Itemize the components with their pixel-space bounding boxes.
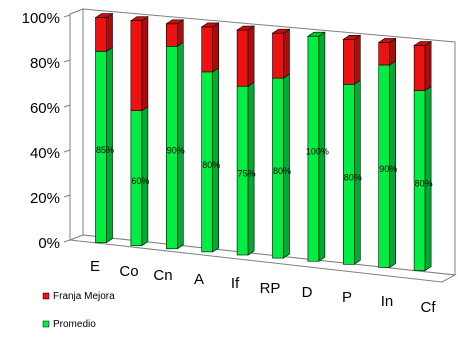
x-tick-label: Cn xyxy=(153,267,172,284)
y-tick-mark xyxy=(63,149,71,153)
bar-franja-mejora-side xyxy=(247,25,255,87)
bar-franja-mejora-front xyxy=(272,32,284,79)
bar-franja-mejora-side xyxy=(389,37,397,66)
y-tick-label: 60% xyxy=(30,100,60,117)
legend-swatch-promedio xyxy=(42,320,50,328)
y-tick-label: 100% xyxy=(22,10,60,27)
bar-top xyxy=(236,25,256,31)
bar-top xyxy=(94,13,114,18)
data-label: 80% xyxy=(344,172,362,182)
data-labels: 85% 60% 90% 80% 75% 80% 100% 80% 90% 80% xyxy=(96,145,433,189)
chart-walls xyxy=(63,8,457,283)
y-tick-mark xyxy=(63,59,71,63)
data-label: 90% xyxy=(379,164,397,174)
bar-top xyxy=(129,16,149,21)
y-tick-mark xyxy=(63,194,71,198)
bar-franja-mejora-side xyxy=(353,34,361,85)
bar-top xyxy=(271,28,291,34)
bar-franja-mejora-side xyxy=(141,16,149,112)
data-label: 80% xyxy=(415,179,433,189)
data-label: 85% xyxy=(96,145,114,155)
x-tick-label: RP xyxy=(260,280,281,297)
bar-franja-mejora-front xyxy=(236,29,249,87)
y-tick-label: 80% xyxy=(30,55,60,72)
x-tick-label: Co xyxy=(119,263,138,280)
bars xyxy=(94,13,433,272)
bar-franja-mejora-front xyxy=(95,17,107,52)
data-label: 90% xyxy=(167,146,185,156)
y-tick-mark xyxy=(63,104,71,108)
y-tick-mark xyxy=(63,239,71,243)
x-tick-label: Cf xyxy=(421,299,437,316)
x-axis: E Co Cn A If RP D P In Cf xyxy=(90,258,436,316)
y-tick-label: 40% xyxy=(30,145,60,162)
bar-franja-mejora-side xyxy=(106,13,113,52)
data-label: 75% xyxy=(238,169,256,179)
bar-top xyxy=(200,22,220,28)
bar-top xyxy=(413,41,433,46)
bar-franja-mejora-front xyxy=(130,20,143,111)
bar-franja-mejora-front xyxy=(342,39,355,85)
bar-franja-mejora-front xyxy=(378,42,391,66)
bar-franja-mejora-side xyxy=(212,22,219,73)
bar-top xyxy=(165,19,185,25)
y-tick-mark xyxy=(63,14,71,18)
bar-franja-mejora-front xyxy=(413,45,426,91)
bar-top xyxy=(377,38,397,43)
data-label: 100% xyxy=(306,147,329,157)
x-tick-label: In xyxy=(381,293,394,310)
data-label: 60% xyxy=(131,176,149,186)
bar-franja-mejora-side xyxy=(424,40,432,92)
y-tick-label: 20% xyxy=(30,190,60,207)
x-tick-label: A xyxy=(194,271,204,288)
data-label: 80% xyxy=(202,160,220,170)
legend-swatch-franja-mejora xyxy=(42,292,50,300)
data-label: 80% xyxy=(273,166,291,176)
bar-top xyxy=(306,31,326,37)
legend: Franja Mejora Promedio xyxy=(42,291,115,330)
x-tick-label: If xyxy=(231,275,240,292)
y-tick-label: 0% xyxy=(38,235,60,252)
x-tick-label: P xyxy=(342,289,352,306)
bar-franja-mejora-front xyxy=(166,23,178,47)
x-tick-label: E xyxy=(90,258,100,275)
bar-franja-mejora-front xyxy=(201,26,213,73)
x-tick-label: D xyxy=(302,284,313,301)
legend-label: Promedio xyxy=(53,319,96,330)
legend-label: Franja Mejora xyxy=(53,291,115,302)
y-axis: 0% 20% 40% 60% 80% 100% xyxy=(22,10,60,252)
bar-franja-mejora-side xyxy=(283,28,290,79)
side-wall xyxy=(69,8,84,241)
bar-top xyxy=(342,35,362,40)
bar-franja-mejora-side xyxy=(177,19,184,47)
